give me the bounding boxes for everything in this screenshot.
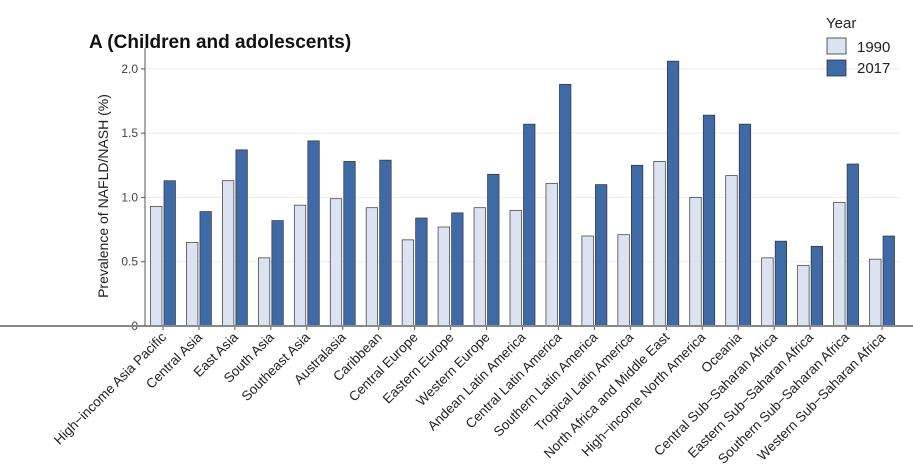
bar-1990-5 [329, 198, 343, 327]
bar-2017-4 [307, 140, 320, 327]
bar-1990-12 [581, 235, 594, 327]
x-tick-label: Southern Sub−Saharan Africa [715, 329, 853, 467]
bar-2017-16 [738, 123, 752, 327]
bar-2017-13 [631, 164, 644, 327]
bar-1990-14 [653, 161, 666, 327]
y-tick-label: 0.5 [121, 255, 138, 269]
bar-1990-19 [833, 202, 846, 327]
bar-2017-5 [343, 161, 356, 327]
bar-1990-2 [222, 180, 235, 327]
bar-2017-10 [523, 123, 536, 327]
bar-1990-11 [545, 182, 558, 327]
bar-2017-9 [487, 173, 500, 327]
bar-2017-3 [271, 220, 284, 327]
bar-2017-11 [559, 83, 572, 327]
bar-1990-10 [509, 209, 522, 327]
axes [0, 48, 913, 330]
bar-2017-19 [846, 163, 859, 327]
bar-1990-17 [761, 257, 774, 327]
bar-2017-1 [199, 211, 212, 327]
bar-2017-20 [882, 235, 895, 327]
y-tick-label: 2.0 [121, 62, 138, 76]
bar-1990-15 [689, 197, 702, 327]
bar-1990-18 [797, 265, 810, 327]
chart-title: A (Children and adolescents) [89, 32, 351, 53]
legend-label-1990: 1990 [857, 39, 890, 56]
bar-1990-4 [293, 204, 307, 327]
bar-2017-12 [595, 184, 608, 327]
bar-2017-2 [235, 149, 248, 327]
bar-1990-8 [437, 226, 450, 327]
bar-1990-3 [257, 257, 271, 327]
bar-2017-17 [774, 240, 788, 327]
y-axis-ticks: 00.51.01.52.0 [121, 62, 145, 333]
bar-2017-14 [666, 60, 680, 327]
bar-2017-0 [163, 180, 176, 327]
y-tick-label: 1.0 [121, 190, 138, 204]
legend-label-2017: 2017 [857, 60, 890, 77]
bar-1990-0 [150, 206, 163, 327]
y-tick-label: 1.5 [121, 126, 138, 140]
y-axis-title: Prevalence of NAFLD/NASH (%) [95, 94, 111, 298]
legend-swatch-1990 [826, 37, 847, 55]
bar-1990-20 [869, 258, 882, 327]
bar-1990-9 [473, 207, 486, 327]
bar-1990-13 [617, 234, 630, 327]
bar-1990-7 [401, 239, 414, 327]
bar-1990-16 [725, 175, 738, 327]
legend: Year 1990 2017 [826, 15, 890, 77]
bar-1990-6 [365, 207, 379, 327]
bar-2017-7 [415, 217, 428, 327]
legend-swatch-2017 [826, 59, 847, 77]
bar-2017-18 [810, 245, 823, 327]
bar-1990-1 [186, 242, 199, 327]
bar-2017-6 [379, 159, 392, 327]
bars [150, 60, 895, 327]
bar-2017-15 [702, 114, 716, 327]
legend-title: Year [826, 15, 856, 32]
bar-2017-8 [451, 212, 464, 327]
